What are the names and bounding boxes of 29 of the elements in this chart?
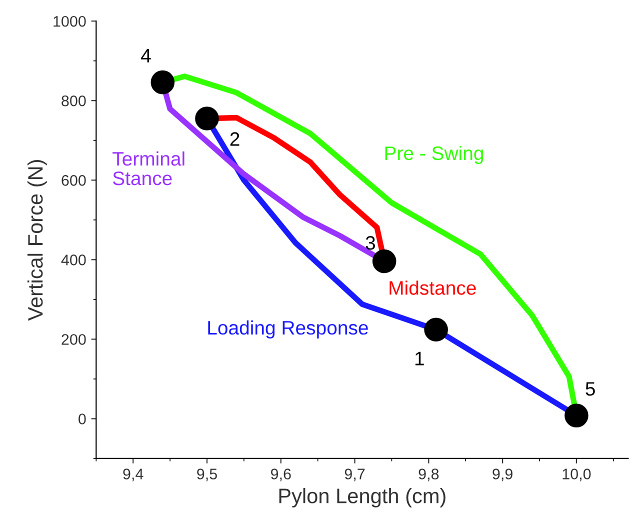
x-tick-label: 9,4 xyxy=(123,468,144,482)
series-label: Loading Response xyxy=(208,320,368,339)
annotation: 4 xyxy=(141,48,151,62)
x-tick-label: 9,8 xyxy=(418,468,439,482)
series-label: Terminal Stance xyxy=(112,151,184,186)
x-tick-label: 9,9 xyxy=(492,468,512,482)
point xyxy=(424,318,448,342)
annotation: 5 xyxy=(586,382,595,396)
x-axis-title: Pylon Length (cm) xyxy=(279,488,446,508)
y-tick-label: 400 xyxy=(61,254,86,266)
series-label: Midstance xyxy=(390,280,476,295)
point xyxy=(195,106,219,130)
x-tick-label: 9,6 xyxy=(270,468,291,482)
annotation: 2 xyxy=(230,132,240,146)
y-axis-title: Vertical Force (N) xyxy=(27,160,47,321)
series-label: Pre - Swing xyxy=(385,146,483,164)
x-tick-label: 10,0 xyxy=(562,468,591,482)
annotation: 1 xyxy=(415,352,424,366)
annotation: 3 xyxy=(366,236,375,250)
x-tick-label: 9,5 xyxy=(197,468,217,482)
point xyxy=(150,70,175,94)
point xyxy=(372,249,396,274)
x-tick-label: 9,7 xyxy=(344,468,365,482)
y-tick-label: 600 xyxy=(62,175,86,186)
y-tick-label: 800 xyxy=(62,95,86,106)
y-tick-label: 200 xyxy=(62,334,86,345)
y-tick-label: 1000 xyxy=(54,16,86,27)
point xyxy=(564,404,588,428)
y-tick-label: 0 xyxy=(78,414,86,424)
